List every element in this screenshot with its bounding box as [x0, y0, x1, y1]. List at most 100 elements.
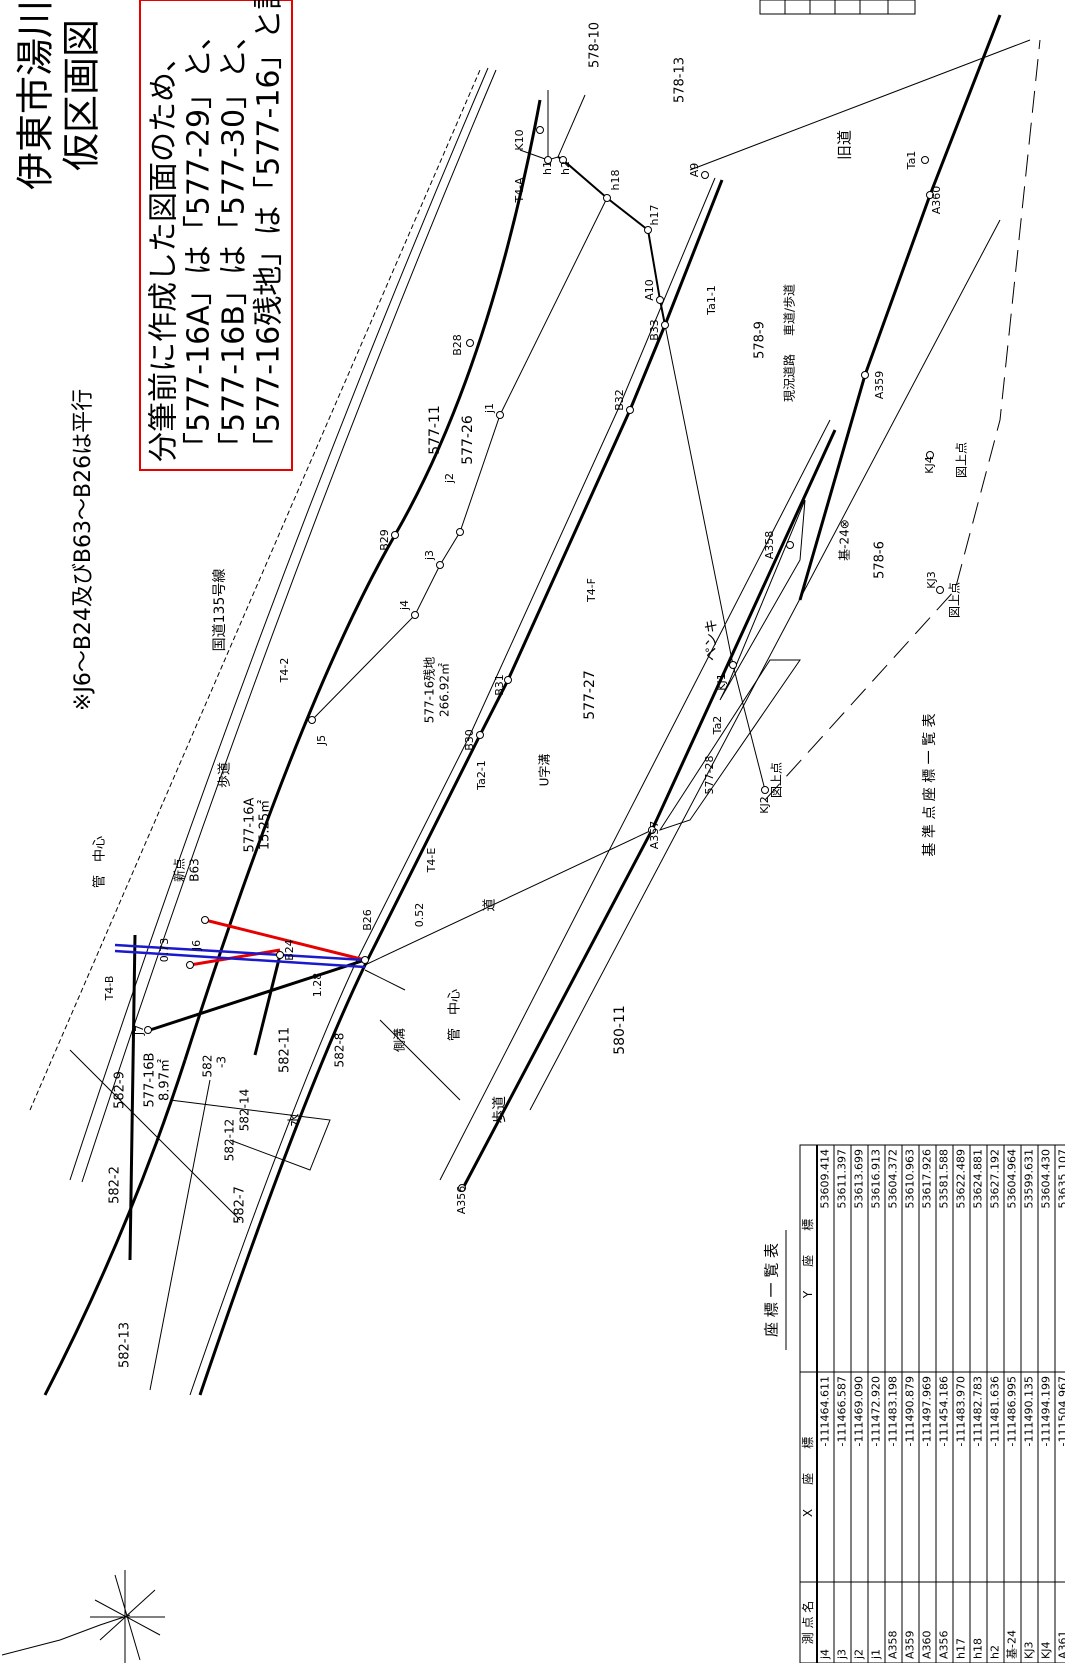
table-header: Y 座 標 [801, 1219, 815, 1299]
road-edge [29, 69, 481, 1111]
point-label: Ta2-1 [475, 760, 488, 791]
table-cell: -111504.967 [1057, 1376, 1065, 1446]
survey-point [308, 716, 316, 724]
map-label: 577-16B [143, 1053, 158, 1108]
line [69, 1019, 461, 1391]
map-label: 道 [483, 898, 498, 911]
table-cell: 53581.588 [938, 1149, 951, 1209]
boundary [149, 958, 366, 1032]
survey-point [458, 1184, 466, 1192]
map-title: 仮区画図 [60, 19, 104, 171]
table-cell: -111454.186 [938, 1376, 951, 1446]
survey-point [648, 826, 656, 834]
survey-point [361, 956, 369, 964]
note: ※J6～B24及びB63～B26は平行 [71, 389, 96, 711]
table-cell: -111494.199 [1040, 1376, 1053, 1446]
point-label: KJ3 [925, 571, 938, 588]
survey-point [603, 194, 611, 202]
map-label: 577-27 [582, 670, 598, 720]
map-label: U字溝 [538, 754, 552, 787]
survey-point [201, 916, 209, 924]
map-label: 578-13 [673, 57, 688, 103]
point-label: K10 [513, 129, 526, 150]
notice-text: 「577-16B」は「577-30」と、 [217, 20, 252, 462]
table-header: X 座 標 [801, 1437, 815, 1517]
table-cell: 53610.963 [904, 1149, 917, 1209]
map-label: 578-10 [588, 22, 603, 68]
survey-point [411, 611, 419, 619]
point-label: h17 [648, 205, 661, 226]
table-cell: h2 [989, 1645, 1002, 1659]
survey-point [644, 226, 652, 234]
table-cell: -111466.587 [836, 1376, 849, 1446]
survey-point [436, 561, 444, 569]
map-label: 578-6 [873, 541, 888, 579]
table-cell: h18 [972, 1638, 985, 1659]
map-label: 582-13 [118, 1322, 133, 1368]
point-label: T4-F [585, 578, 598, 603]
table-cell: h17 [955, 1638, 968, 1659]
survey-point [391, 531, 399, 539]
map-label: 新点 [173, 858, 187, 882]
survey-point [921, 156, 929, 164]
map-label: 577-11 [427, 405, 443, 455]
point-label: j4 [398, 600, 411, 611]
boundary [519, 90, 586, 161]
table-cell: -111472.920 [870, 1376, 883, 1446]
map-label: 管 中心 [93, 836, 108, 888]
survey-point [701, 171, 709, 179]
table-cell: -111490.135 [1023, 1376, 1036, 1446]
point-label: B28 [451, 334, 464, 356]
point-label: B26 [361, 909, 374, 931]
table-cell: -111486.995 [1006, 1376, 1019, 1446]
map-label: 1.28 [311, 973, 324, 998]
survey-point [466, 339, 474, 347]
map-label: 国道135号線 [212, 569, 228, 652]
map-label: -3 [215, 1056, 229, 1068]
map-label: 側溝 [393, 1028, 407, 1052]
point-label: j3 [423, 550, 436, 561]
survey-point [536, 126, 544, 134]
point-label: KJ4 [923, 456, 936, 473]
point-label: A360 [930, 186, 943, 215]
survey-point [626, 406, 634, 414]
table-cell: 53624.881 [972, 1149, 985, 1209]
map-label: 管 中心 [448, 989, 463, 1041]
notice-text: 「577-16残地」は「577-16」と読み [252, 0, 287, 462]
survey-point [761, 786, 769, 794]
dashed-line [764, 39, 1041, 801]
table-cell: 53611.397 [836, 1149, 849, 1209]
table-cell: 53635.107 [1057, 1149, 1065, 1209]
map-label: 図上点 [948, 582, 962, 618]
table-cell: 53622.489 [955, 1149, 968, 1209]
table-cell: -111483.970 [955, 1376, 968, 1446]
survey-point [786, 541, 794, 549]
point-label: Ta2 [711, 716, 724, 736]
boundary [43, 1059, 187, 1396]
table-cell: A359 [904, 1630, 917, 1659]
map-label: 車道/歩道 [782, 284, 797, 336]
boundary [198, 179, 724, 1396]
point-label: A9 [688, 163, 701, 178]
survey-point [656, 296, 664, 304]
survey-point [926, 451, 934, 459]
point-label: h1 [541, 161, 554, 175]
table-cell: -111483.198 [887, 1376, 900, 1446]
north-arrow [1, 1614, 131, 1656]
map-label: 0.73 [158, 938, 171, 963]
boundary [253, 954, 282, 1056]
map-label: 水 [288, 1113, 303, 1126]
point-label: h18 [609, 170, 622, 191]
map-label: 577-16A [243, 797, 258, 852]
point-label: B33 [648, 319, 661, 341]
table-cell: 53604.372 [887, 1149, 900, 1209]
north-arrow [90, 1570, 165, 1663]
table-cell: -111481.636 [989, 1376, 1002, 1446]
pipe-line [114, 943, 366, 969]
point-label: A359 [873, 371, 886, 400]
point-label: T4-2 [278, 658, 291, 684]
